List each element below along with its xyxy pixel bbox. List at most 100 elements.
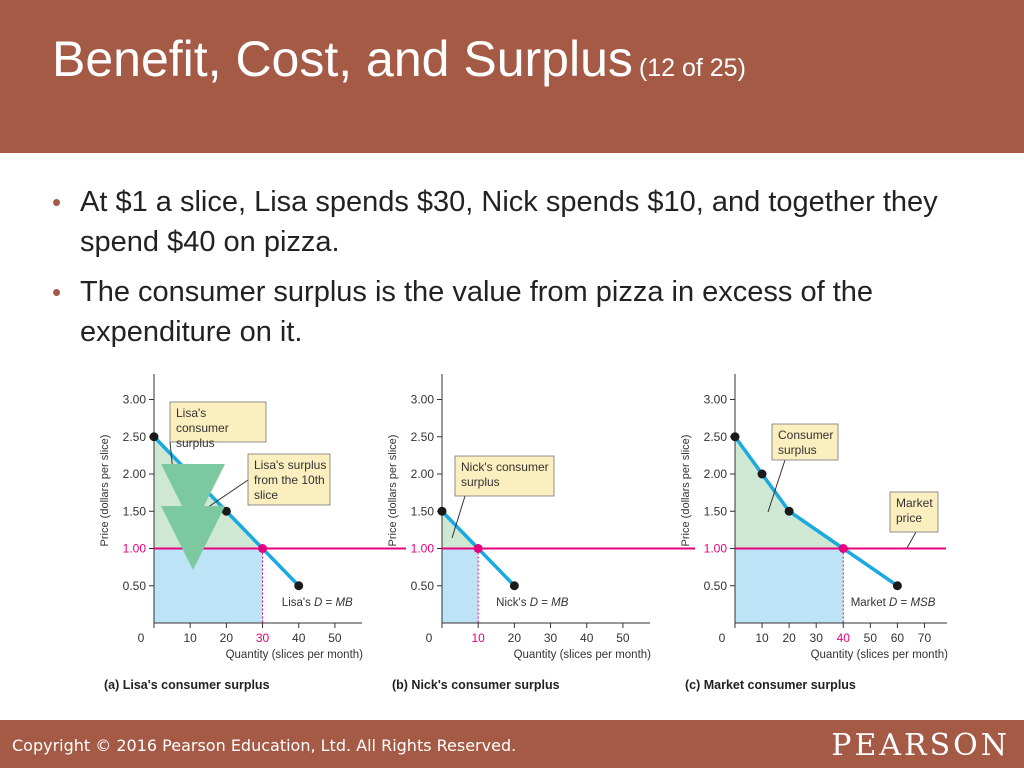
slide-title: Benefit, Cost, and Surplus (12 of 25): [52, 30, 746, 88]
x-tick-label: 70: [918, 631, 932, 645]
x-tick-label: 20: [782, 631, 796, 645]
bullet-list: • At $1 a slice, Lisa spends $30, Nick sp…: [52, 182, 982, 362]
callout-text: Market: [896, 496, 933, 510]
callout-box: [889, 491, 939, 533]
x-axis-title: Quantity (slices per month): [514, 649, 652, 661]
bullet-text: The consumer surplus is the value from p…: [80, 276, 874, 348]
y-tick-label: 3.00: [704, 393, 728, 407]
y-tick-label: 1.00: [411, 542, 435, 556]
bullet-item: • At $1 a slice, Lisa spends $30, Nick sp…: [52, 182, 982, 262]
callout-text: consumer: [176, 421, 229, 435]
y-tick-label: 3.00: [123, 393, 147, 407]
demand-label: Lisa's D = MB: [282, 597, 353, 609]
y-tick-label: 1.50: [704, 504, 728, 518]
x-tick-label: 10: [755, 631, 769, 645]
callout-box: [169, 401, 267, 443]
y-tick-label: 2.00: [704, 467, 728, 481]
demand-point: [892, 581, 902, 591]
slide-title-text: Benefit, Cost, and Surplus: [52, 31, 633, 87]
chart-panel-c: 0.50 1.00 1.50 2.00 2.50 3.00 0 10 20 30 40 50 60 70 P…: [680, 374, 948, 692]
callout-text: price: [896, 511, 922, 525]
x-tick-label: 30: [810, 631, 824, 645]
slide-header: Benefit, Cost, and Surplus (12 of 25): [0, 0, 1024, 153]
callout-box: [247, 453, 331, 506]
demand-point: [437, 506, 447, 516]
chart-figure: 0.50 1.00 1.50 2.00 2.50 3.00 0 10 20 30 40 50 Price…: [99, 374, 948, 692]
y-tick-label: 2.50: [411, 430, 435, 444]
x-tick-label: 20: [220, 631, 234, 645]
y-tick-label: 0.50: [411, 579, 435, 593]
callout-text: surplus: [778, 443, 817, 457]
x-tick-label: 30: [544, 631, 558, 645]
expenditure-area: [735, 548, 844, 623]
y-tick-label: 1.00: [704, 542, 728, 556]
callout-box: [771, 423, 839, 461]
x-tick-label: 40: [837, 631, 851, 645]
bullet-icon: •: [52, 277, 62, 307]
demand-point: [509, 581, 519, 591]
callout-text: surplus: [176, 436, 215, 450]
demand-point: [757, 469, 767, 479]
x-tick-label: 10: [472, 631, 486, 645]
chart-caption: (b) Nick's consumer surplus: [392, 678, 560, 692]
x-axis-title: Quantity (slices per month): [226, 649, 364, 661]
x-tick-label: 0: [719, 631, 726, 645]
demand-point: [730, 432, 740, 442]
slide-counter: (12 of 25): [638, 54, 746, 82]
x-tick-label: 40: [292, 631, 306, 645]
x-tick-label: 50: [616, 631, 630, 645]
equilibrium-point: [838, 544, 848, 553]
slide-footer: Copyright © 2016 Pearson Education, Ltd.…: [0, 720, 1024, 768]
x-tick-label: 0: [138, 631, 145, 645]
y-tick-label: 1.00: [123, 542, 147, 556]
callout-leader: [767, 459, 786, 513]
bullet-icon: •: [52, 187, 62, 217]
chart-panel-a: 0.50 1.00 1.50 2.00 2.50 3.00 0 10 20 30 40 50 Price…: [99, 374, 406, 692]
x-tick-label: 30: [256, 631, 270, 645]
y-tick-label: 2.00: [123, 467, 147, 481]
y-tick-label: 1.50: [123, 504, 147, 518]
demand-point: [294, 581, 304, 591]
x-tick-label: 50: [328, 631, 342, 645]
y-tick-label: 2.50: [123, 430, 147, 444]
callout-text: from the 10th: [254, 473, 325, 487]
chart-panel-b: 0.50 1.00 1.50 2.00 2.50 3.00 0 10 20 30 40 50 Price…: [387, 374, 695, 692]
demand-point: [149, 432, 159, 442]
equilibrium-point: [473, 544, 483, 553]
callout-text: Consumer: [778, 428, 833, 442]
bullet-text: At $1 a slice, Lisa spends $30, Nick spe…: [80, 186, 938, 258]
bullet-item: • The consumer surplus is the value from …: [52, 272, 982, 352]
y-tick-label: 1.50: [411, 504, 435, 518]
demand-point: [221, 506, 231, 516]
y-tick-label: 0.50: [123, 579, 147, 593]
y-tick-label: 3.00: [411, 393, 435, 407]
y-axis-title: Price (dollars per slice): [99, 435, 111, 547]
chart-caption: (c) Market consumer surplus: [685, 678, 856, 692]
x-tick-label: 50: [864, 631, 878, 645]
y-tick-label: 0.50: [704, 579, 728, 593]
y-axis-title: Price (dollars per slice): [387, 435, 399, 547]
x-tick-label: 40: [580, 631, 594, 645]
demand-label: Nick's D = MB: [496, 597, 569, 609]
callout-text: slice: [254, 488, 278, 502]
pearson-logo: PEARSON: [831, 728, 1010, 763]
callout-leader: [451, 495, 466, 539]
x-tick-label: 20: [508, 631, 522, 645]
y-tick-label: 2.50: [704, 430, 728, 444]
copyright-text: Copyright © 2016 Pearson Education, Ltd.…: [12, 736, 517, 755]
y-tick-label: 2.00: [411, 467, 435, 481]
callout-leader: [906, 531, 917, 549]
demand-point: [784, 506, 794, 516]
consumer-surplus-area: [735, 436, 844, 549]
x-tick-label: 60: [891, 631, 905, 645]
equilibrium-point: [258, 544, 268, 553]
demand-point: [185, 469, 195, 479]
demand-label: Market D = MSB: [851, 597, 936, 609]
callout-text: Lisa's: [176, 406, 206, 420]
x-tick-label: 10: [184, 631, 198, 645]
x-axis-title: Quantity (slices per month): [811, 649, 949, 661]
